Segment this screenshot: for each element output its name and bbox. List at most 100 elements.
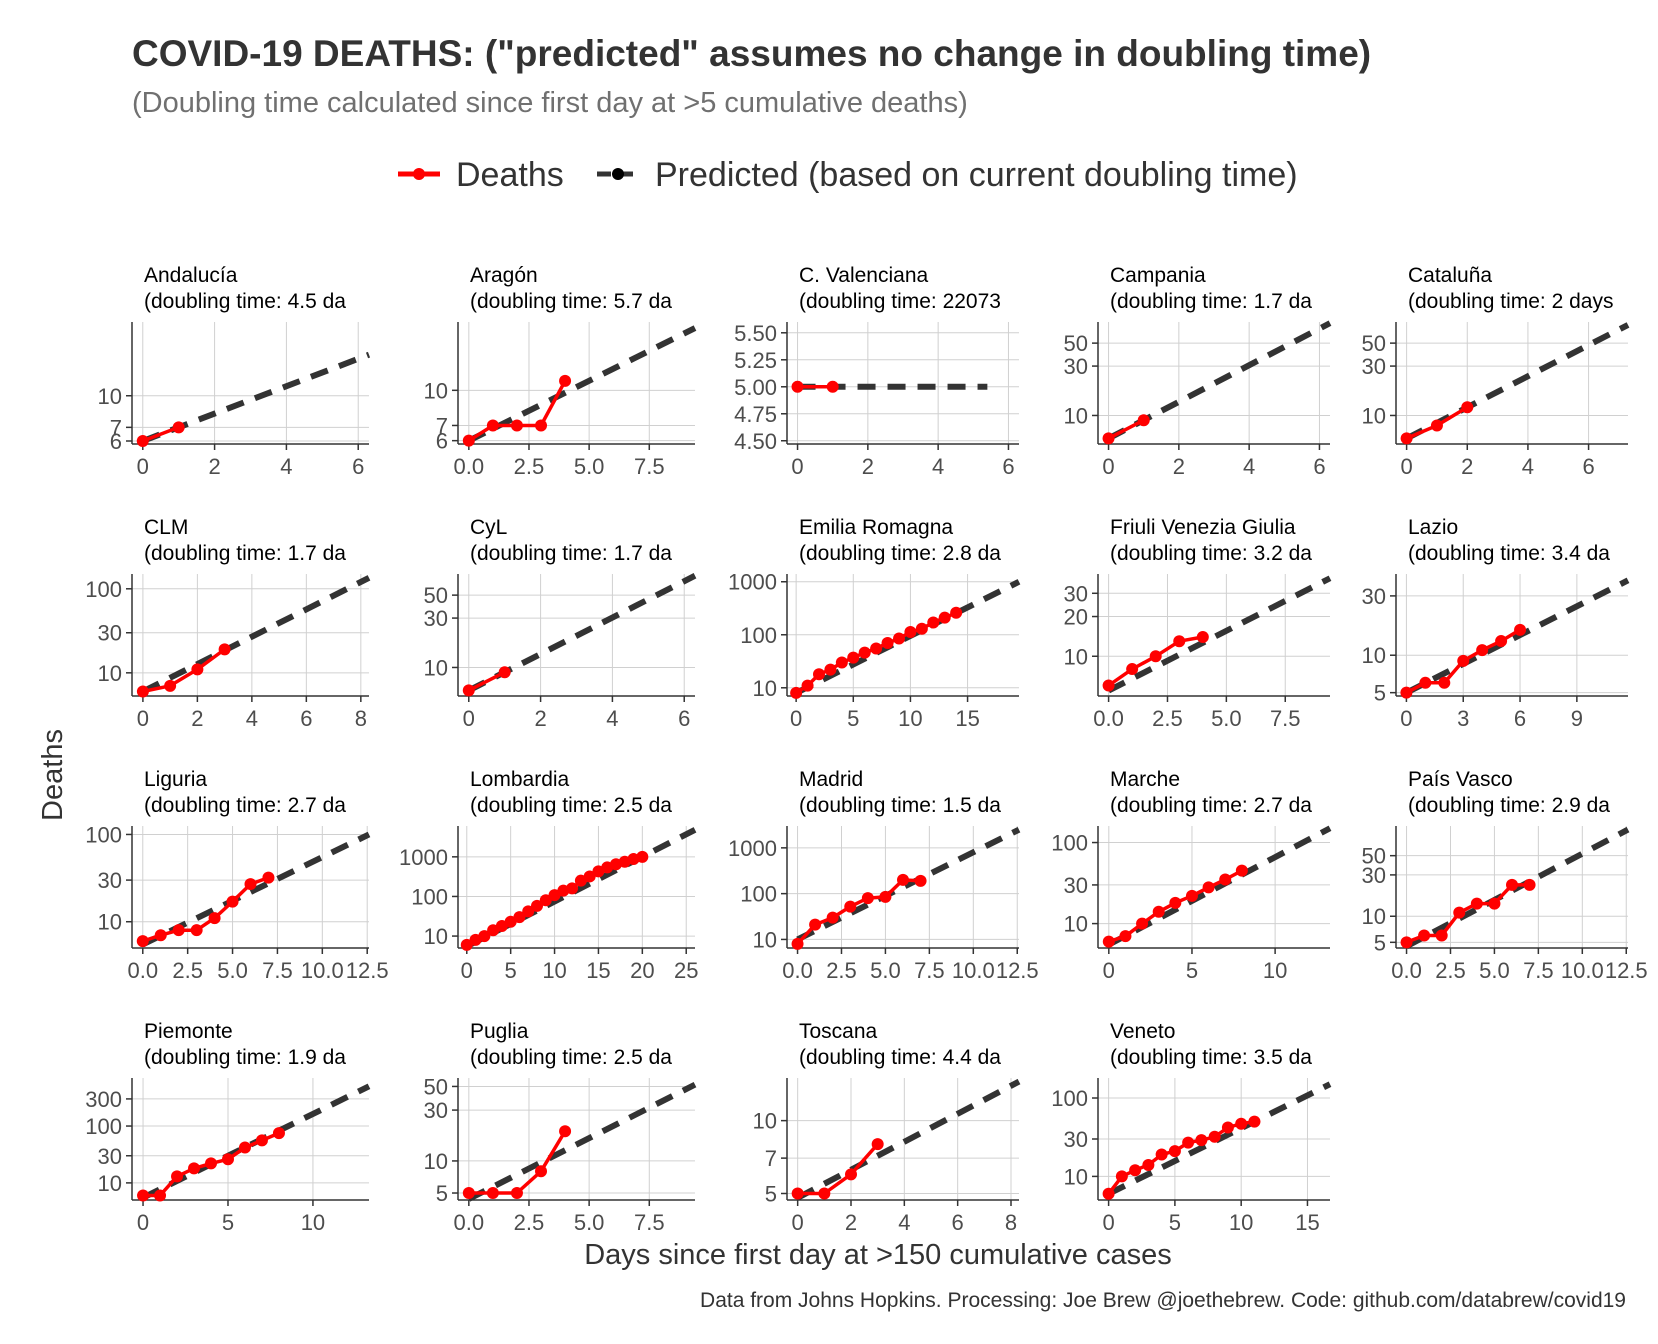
strip-subtitle: (doubling time: 3.4 da <box>1408 542 1610 565</box>
deaths-point <box>870 642 883 655</box>
strip-title: CLM <box>144 516 188 539</box>
deaths-point <box>826 380 839 393</box>
deaths-point <box>218 643 231 656</box>
strip-subtitle: (doubling time: 2.9 da <box>1408 794 1610 817</box>
panel-toscana: Toscana (doubling time: 4.4 da 0 2 4 6 8 5 7 10 <box>753 1020 1021 1235</box>
x-tick-label: 2.5 <box>172 958 203 983</box>
deaths-point <box>510 1187 523 1200</box>
y-tick-label: 10 <box>1064 644 1088 669</box>
y-tick-label: 30 <box>1064 354 1088 379</box>
panel-friuli-venezia-giulia: Friuli Venezia Giulia (doubling time: 3.2… <box>1064 516 1332 731</box>
deaths-point <box>205 1157 217 1170</box>
grid <box>458 1078 695 1200</box>
x-tick-label: 2 <box>191 706 203 731</box>
y-tick-label: 1000 <box>728 836 777 861</box>
y-tick-label: 4.75 <box>734 402 777 427</box>
predicted-line <box>1405 577 1630 696</box>
y-tick-label: 10 <box>424 1149 448 1174</box>
x-tick-label: 7.5 <box>634 454 665 479</box>
x-tick-label: 0.0 <box>454 1210 485 1235</box>
deaths-point <box>462 1187 475 1200</box>
deaths-line <box>142 647 226 694</box>
deaths-point <box>262 871 275 884</box>
strip-title: Puglia <box>470 1020 529 1043</box>
x-tick-label: 6 <box>1582 454 1594 479</box>
deaths-point <box>486 1187 499 1200</box>
strip-subtitle: (doubling time: 22073 <box>799 290 1001 313</box>
y-tick-label: 10 <box>1064 403 1088 428</box>
x-tick-label: 4 <box>1243 454 1255 479</box>
deaths-point <box>1219 873 1232 886</box>
strip-lazio: Lazio (doubling time: 3.4 da <box>1408 516 1610 565</box>
y-tick-label: 50 <box>1064 331 1088 356</box>
deaths-point <box>583 870 596 883</box>
x-tick-label: 6 <box>1002 454 1014 479</box>
strip-liguria: Liguria (doubling time: 2.7 da <box>144 768 346 817</box>
deaths-point <box>1182 1136 1195 1149</box>
y-tick-label: 100 <box>1051 1086 1088 1111</box>
strip-title: Marche <box>1110 768 1180 791</box>
deaths-point <box>879 890 892 903</box>
y-tick-label: 5 <box>1374 681 1386 706</box>
facet-panels: Andalucía(doubling time: 4.5 da0 2 4 66710A… <box>85 264 1647 1235</box>
x-tick-label: 6 <box>678 706 690 731</box>
strip-subtitle: (doubling time: 3.5 da <box>1110 1046 1312 1069</box>
x-tick-label: 10 <box>542 958 566 983</box>
x-tick-label: 0 <box>1102 1210 1114 1235</box>
strip-subtitle: (doubling time: 2.7 da <box>144 794 346 817</box>
y-tick-label: 5.00 <box>734 375 777 400</box>
deaths-point <box>539 894 552 907</box>
deaths-point <box>801 679 814 692</box>
y-tick-label: 30 <box>98 621 122 646</box>
deaths-point <box>1248 1115 1261 1128</box>
strip-subtitle: (doubling time: 4.5 da <box>144 290 346 313</box>
deaths-point <box>826 911 839 924</box>
y-tick-label: 10 <box>98 1171 122 1196</box>
y-tick-label: 10 <box>98 384 122 409</box>
x-tick-label: 5 <box>222 1210 234 1235</box>
grid <box>458 574 695 696</box>
deaths-point <box>535 1165 548 1178</box>
grid <box>1396 574 1628 696</box>
x-tick-label: 2.5 <box>514 1210 545 1235</box>
deaths-point <box>190 924 203 937</box>
predicted-line <box>1405 826 1630 949</box>
deaths-point <box>172 924 185 937</box>
x-tick-label: 12.5 <box>1605 958 1648 983</box>
predicted-line <box>467 325 697 444</box>
x-tick-label: 2.5 <box>826 958 857 983</box>
deaths-point <box>510 419 523 432</box>
strip-subtitle: (doubling time: 3.2 da <box>1110 542 1312 565</box>
x-tick-label: 2 <box>1173 454 1185 479</box>
deaths-point <box>498 666 511 679</box>
strip-title: Friuli Venezia Giulia <box>1110 516 1296 539</box>
x-tick-label: 0 <box>1102 454 1114 479</box>
strip-andalucia: Andalucía (doubling time: 4.5 da <box>144 264 346 313</box>
x-tick-label: 5 <box>1186 958 1198 983</box>
panel-piemonte: Piemonte(doubling time: 1.9 da0 5 10103010… <box>85 1020 371 1235</box>
y-tick-label: 10 <box>424 924 448 949</box>
x-tick-label: 5 <box>505 958 517 983</box>
strip-pais-vasco: País Vasco (doubling time: 2.9 da <box>1408 768 1610 817</box>
y-tick-label: 7 <box>110 415 122 440</box>
y-tick-label: 5.50 <box>734 321 777 346</box>
strip-subtitle: (doubling time: 5.7 da <box>470 290 672 313</box>
deaths-point <box>535 419 548 432</box>
strip-emilia-romagna: Emilia Romagna (doubling time: 2.8 da <box>799 516 1001 565</box>
strip-madrid: Madrid (doubling time: 1.5 da <box>799 768 1001 817</box>
strip-subtitle: (doubling time: 1.9 da <box>144 1046 346 1069</box>
deaths-point <box>1168 1145 1181 1158</box>
strip-title: Lombardia <box>470 768 570 791</box>
grid <box>132 826 369 948</box>
deaths-point <box>1142 1158 1155 1171</box>
y-tick-label: 5 <box>765 1181 777 1206</box>
panel-lombardia: Lombardia (doubling time: 2.5 da 0 5 10 15 20 2… <box>399 768 698 983</box>
grid <box>1396 322 1628 444</box>
y-tick-label: 100 <box>85 822 122 847</box>
deaths-point <box>1506 878 1518 891</box>
deaths-line <box>1107 1119 1255 1195</box>
y-tick-label: 100 <box>740 882 777 907</box>
x-tick-label: 5.0 <box>870 958 901 983</box>
legend-deaths-label: Deaths <box>456 156 564 194</box>
